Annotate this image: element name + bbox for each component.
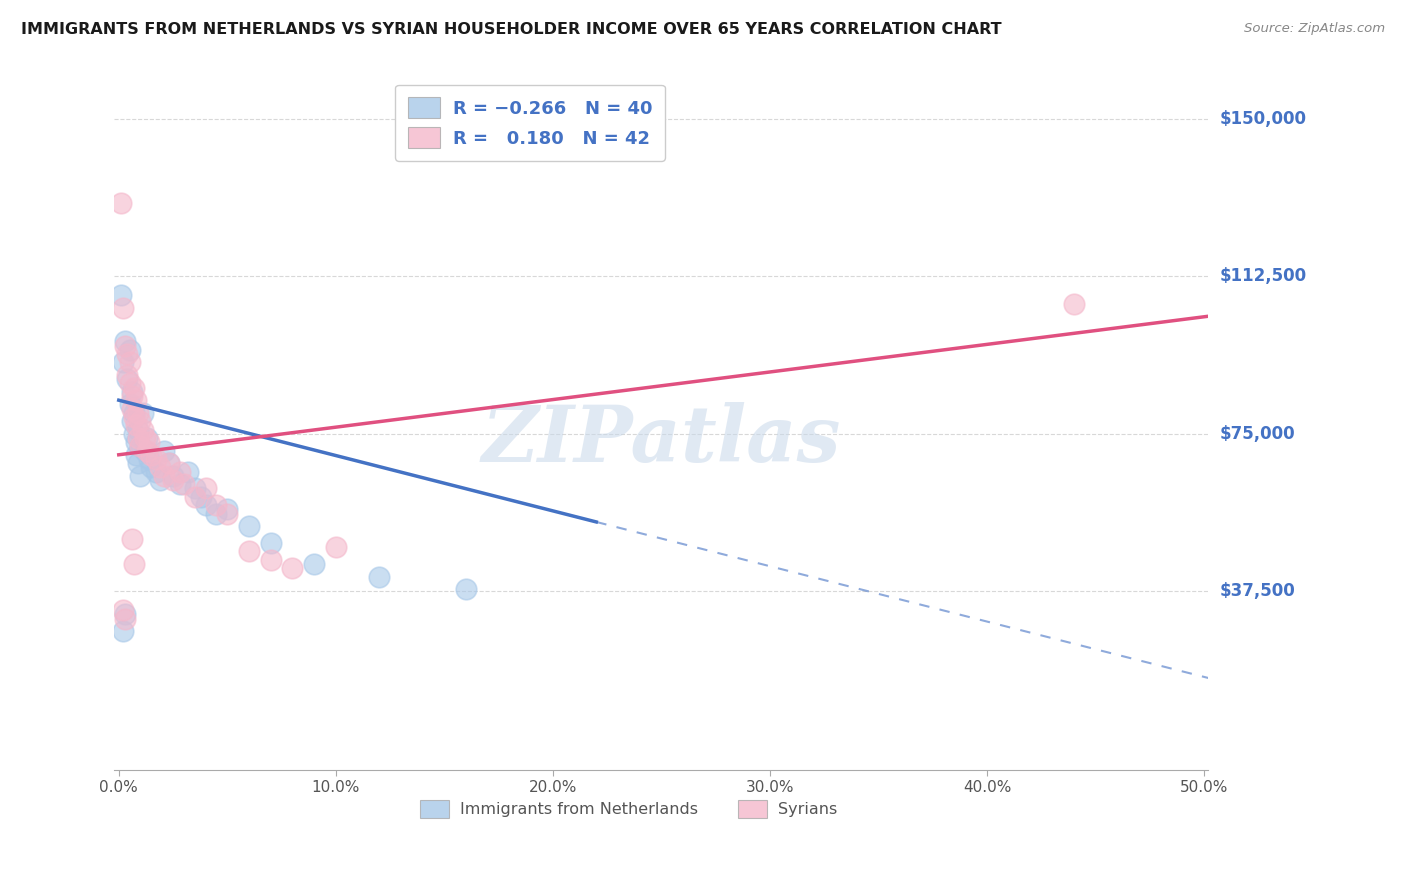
Point: [127, 423, 149, 437]
Text: Source: ZipAtlas.com: Source: ZipAtlas.com: [1244, 22, 1385, 36]
Point: [117, 347, 139, 361]
Point: [112, 603, 135, 617]
Point: [205, 498, 228, 512]
Point: [121, 401, 143, 416]
Point: [117, 372, 139, 386]
Point: [145, 465, 167, 479]
Point: [121, 384, 143, 399]
Point: [121, 532, 143, 546]
Point: [302, 557, 325, 571]
Point: [454, 582, 477, 596]
Point: [127, 406, 149, 420]
Point: [118, 376, 141, 391]
Point: [122, 381, 145, 395]
Point: [118, 397, 141, 411]
Point: [145, 452, 167, 467]
Point: [194, 481, 217, 495]
Point: [325, 540, 347, 554]
Point: [129, 439, 152, 453]
Point: [162, 473, 184, 487]
Point: [162, 468, 184, 483]
Point: [205, 507, 228, 521]
Point: [114, 611, 136, 625]
Point: [169, 477, 191, 491]
Point: [121, 389, 143, 403]
Point: [157, 456, 180, 470]
Text: $150,000: $150,000: [1219, 110, 1306, 128]
Text: ZIPatlas: ZIPatlas: [482, 402, 841, 478]
Point: [134, 431, 156, 445]
Point: [112, 301, 135, 315]
Point: [260, 553, 283, 567]
Point: [183, 481, 205, 495]
Point: [169, 465, 191, 479]
Point: [118, 355, 141, 369]
Point: [281, 561, 304, 575]
Text: $37,500: $37,500: [1219, 582, 1295, 600]
Point: [149, 460, 172, 475]
Point: [127, 456, 149, 470]
Point: [194, 498, 217, 512]
Point: [153, 468, 176, 483]
Point: [138, 435, 160, 450]
Point: [238, 544, 260, 558]
Point: [121, 414, 143, 428]
Point: [114, 334, 136, 349]
Point: [112, 355, 135, 369]
Point: [125, 435, 148, 450]
Point: [129, 439, 152, 453]
Point: [183, 490, 205, 504]
Point: [125, 393, 148, 408]
Point: [114, 607, 136, 622]
Point: [141, 460, 163, 475]
Point: [368, 569, 391, 583]
Point: [149, 473, 172, 487]
Point: [114, 338, 136, 352]
Point: [1063, 296, 1085, 310]
Point: [217, 507, 239, 521]
Text: $75,000: $75,000: [1219, 425, 1295, 442]
Point: [110, 288, 132, 302]
Point: [131, 406, 153, 420]
Point: [112, 624, 135, 639]
Text: $112,500: $112,500: [1219, 268, 1306, 285]
Point: [138, 452, 160, 467]
Point: [217, 502, 239, 516]
Point: [122, 406, 145, 420]
Point: [122, 426, 145, 441]
Point: [125, 448, 148, 462]
Point: [141, 448, 163, 462]
Point: [260, 536, 283, 550]
Point: [177, 465, 200, 479]
Point: [238, 519, 260, 533]
Point: [118, 343, 141, 357]
Point: [127, 431, 149, 445]
Point: [136, 431, 159, 445]
Point: [131, 423, 153, 437]
Point: [117, 368, 139, 382]
Point: [125, 418, 148, 433]
Point: [129, 468, 152, 483]
Point: [190, 490, 212, 504]
Text: IMMIGRANTS FROM NETHERLANDS VS SYRIAN HOUSEHOLDER INCOME OVER 65 YEARS CORRELATI: IMMIGRANTS FROM NETHERLANDS VS SYRIAN HO…: [21, 22, 1001, 37]
Point: [110, 195, 132, 210]
Point: [173, 477, 195, 491]
Point: [129, 414, 152, 428]
Point: [134, 443, 156, 458]
Point: [122, 557, 145, 571]
Point: [122, 409, 145, 424]
Point: [153, 443, 176, 458]
Point: [136, 443, 159, 458]
Point: [157, 456, 180, 470]
Legend: Immigrants from Netherlands, Syrians: Immigrants from Netherlands, Syrians: [413, 794, 844, 825]
